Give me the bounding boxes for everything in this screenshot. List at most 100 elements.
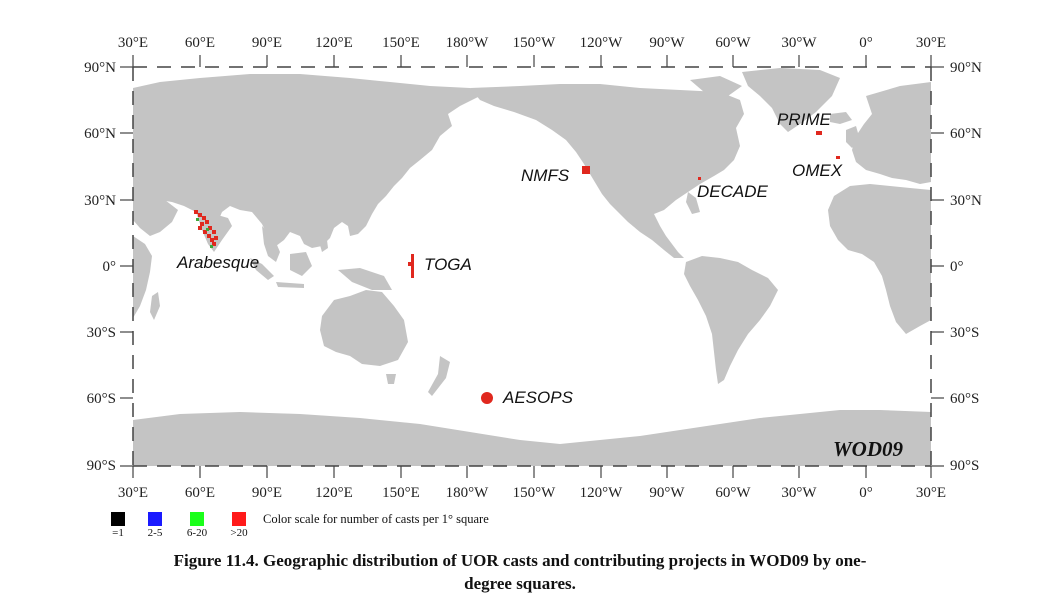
- landmass-arabia: [133, 176, 178, 236]
- top-lon-label: 150°E: [382, 35, 420, 51]
- legend-swatch: [232, 512, 246, 526]
- top-lon-label: 60°E: [185, 35, 215, 51]
- aesops-cast-marker: [481, 392, 493, 404]
- bottom-lon-label: 60°W: [715, 485, 751, 501]
- legend-description: Color scale for number of casts per 1° s…: [263, 512, 489, 526]
- decade-cast-marker: [698, 177, 701, 180]
- bottom-lon-label: 30°E: [118, 485, 148, 501]
- bottom-lon-label: 150°E: [382, 485, 420, 501]
- toga-casts: [408, 254, 414, 278]
- landmass-eurasia: [133, 74, 480, 248]
- legend-item-2-5: 2-5: [135, 512, 175, 539]
- landmass-new-zealand: [428, 356, 450, 396]
- legend-label: >20: [230, 527, 248, 539]
- legend-swatch: [190, 512, 204, 526]
- top-lon-label: 60°W: [715, 35, 751, 51]
- landmass-antarctica: [133, 410, 931, 466]
- top-lon-label: 90°E: [252, 35, 282, 51]
- bottom-lon-label: 30°W: [781, 485, 817, 501]
- bottom-lon-label: 0°: [859, 485, 873, 501]
- top-lon-label: 0°: [859, 35, 873, 51]
- bottom-lon-label: 150°W: [513, 485, 556, 501]
- landmass-philippines: [318, 222, 328, 252]
- top-lon-label: 120°E: [315, 35, 353, 51]
- land: [133, 68, 931, 466]
- bottom-lon-label: 90°E: [252, 485, 282, 501]
- top-lon-label: 180°W: [446, 35, 489, 51]
- landmass-new-guinea: [338, 268, 392, 290]
- landmass-baffin: [690, 76, 742, 96]
- legend-item-1: =1: [98, 512, 138, 539]
- top-lon-label: 30°E: [118, 35, 148, 51]
- project-label-aesops: AESOPS: [502, 388, 574, 407]
- left-lat-label: 90°N: [84, 60, 116, 76]
- legend-label: =1: [112, 527, 124, 539]
- project-label-arabesque: Arabesque: [176, 253, 259, 272]
- top-longitude-labels: 30°E 60°E 90°E 120°E 150°E 180°W 150°W 1…: [118, 35, 946, 51]
- nmfs-cast-marker: [582, 166, 590, 174]
- landmass-australia: [320, 290, 408, 366]
- landmass-indochina: [262, 226, 280, 262]
- bottom-lon-label: 120°W: [580, 485, 623, 501]
- bottom-lon-label: 120°E: [315, 485, 353, 501]
- landmass-greenland: [742, 68, 840, 132]
- landmass-japan: [354, 166, 380, 198]
- caption-line-2: degree squares.: [464, 574, 576, 593]
- figure-caption: Figure 11.4. Geographic distribution of …: [60, 549, 980, 595]
- landmass-tasmania: [386, 374, 396, 384]
- landmass-north-america: [470, 84, 744, 258]
- top-lon-label: 30°E: [916, 35, 946, 51]
- legend-label: 2-5: [147, 527, 163, 539]
- cast-markers: [194, 131, 840, 404]
- bottom-lon-label: 180°W: [446, 485, 489, 501]
- legend-label: 6-20: [186, 527, 208, 539]
- landmass-east-africa: [133, 236, 152, 318]
- landmass-sumatra: [250, 258, 274, 280]
- bottom-longitude-labels: 30°E 60°E 90°E 120°E 150°E 180°W 150°W 1…: [118, 485, 946, 501]
- right-lat-label: 60°S: [950, 391, 979, 407]
- left-lat-label: 60°S: [87, 391, 116, 407]
- right-lat-label: 90°S: [950, 458, 979, 474]
- right-lat-label: 0°: [950, 259, 964, 275]
- caption-line-1: Figure 11.4. Geographic distribution of …: [173, 551, 867, 570]
- landmass-british-isles: [846, 126, 860, 148]
- landmass-madagascar: [150, 292, 160, 320]
- tick-marks: [120, 55, 944, 478]
- project-label-decade: DECADE: [697, 182, 769, 201]
- right-latitude-labels: 90°N 60°N 30°N 0° 30°S 60°S 90°S: [950, 60, 982, 474]
- project-label-prime: PRIME: [777, 110, 832, 129]
- right-lat-label: 60°N: [950, 126, 982, 142]
- landmass-florida: [686, 192, 700, 214]
- left-lat-label: 90°S: [87, 458, 116, 474]
- arabesque-casts-green: [196, 218, 213, 248]
- project-label-toga: TOGA: [424, 255, 472, 274]
- wod09-watermark: WOD09: [833, 437, 904, 461]
- left-lat-label: 60°N: [84, 126, 116, 142]
- landmass-java: [276, 282, 304, 288]
- right-lat-label: 30°S: [950, 325, 979, 341]
- omex-cast-marker: [836, 156, 840, 159]
- left-lat-label: 0°: [103, 259, 117, 275]
- top-lon-label: 150°W: [513, 35, 556, 51]
- bottom-lon-label: 90°W: [649, 485, 685, 501]
- arabesque-casts: [194, 210, 218, 246]
- left-latitude-labels: 90°N 60°N 30°N 0° 30°S 60°S 90°S: [84, 60, 116, 474]
- landmass-iceland: [830, 112, 852, 124]
- legend-swatch: [148, 512, 162, 526]
- landmass-africa: [828, 184, 931, 334]
- legend-item-20-plus: >20: [219, 512, 259, 539]
- bottom-lon-label: 60°E: [185, 485, 215, 501]
- left-lat-label: 30°N: [84, 193, 116, 209]
- landmass-europe: [852, 82, 931, 184]
- landmass-south-america: [684, 256, 778, 384]
- right-lat-label: 90°N: [950, 60, 982, 76]
- legend-item-6-20: 6-20: [177, 512, 217, 539]
- legend-swatch: [111, 512, 125, 526]
- project-label-nmfs: NMFS: [521, 166, 570, 185]
- prime-cast-marker: [816, 131, 822, 135]
- landmass-borneo: [290, 252, 312, 276]
- legend: =1 2-5 6-20 >20 Color scale for number o…: [98, 512, 698, 542]
- left-lat-label: 30°S: [87, 325, 116, 341]
- right-lat-label: 30°N: [950, 193, 982, 209]
- project-labels: PRIME NMFS OMEX DECADE Arabesque TOGA AE…: [176, 110, 843, 407]
